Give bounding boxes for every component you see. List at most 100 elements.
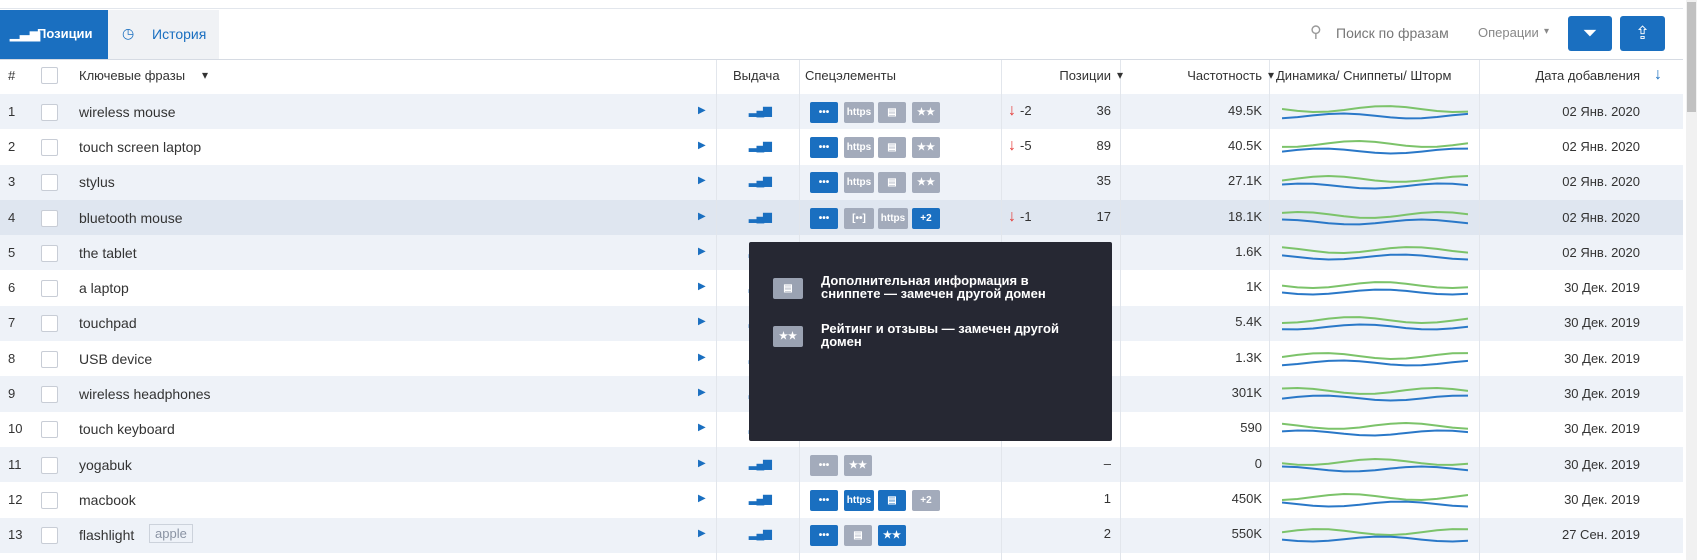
position: 2 [1103, 526, 1111, 542]
sparkline-line [1282, 351, 1468, 360]
checkbox[interactable] [41, 244, 58, 262]
special-badge: ••• [810, 136, 838, 158]
checkbox[interactable] [41, 421, 58, 439]
checkbox[interactable] [41, 491, 58, 509]
checkbox[interactable] [41, 103, 58, 121]
sparkline-line [1282, 288, 1468, 296]
frequency: 1.6K [1235, 243, 1262, 259]
sparkline [1282, 351, 1468, 367]
expand-arrow: ▶ [698, 528, 706, 540]
special-badge: ★★ [912, 101, 940, 123]
row-number: 1 [8, 103, 16, 119]
checkbox[interactable] [41, 350, 58, 368]
row-number: 6 [8, 280, 16, 296]
special-badge: ★★ [844, 454, 872, 476]
special-badge: ••• [810, 207, 838, 229]
checkbox[interactable] [41, 280, 58, 298]
column-header: Позиции [1059, 68, 1111, 83]
special-badge: [••] [844, 207, 874, 229]
tab[interactable]: ◷ История [108, 10, 219, 59]
sparkline [1282, 316, 1468, 331]
date-added: 02 Янв. 2020 [1562, 174, 1640, 190]
sparkline-line [1282, 457, 1468, 466]
serp-icon: ▂▄▆ [749, 139, 772, 152]
sparkline [1282, 528, 1468, 543]
special-badge: +2 [912, 207, 940, 229]
row-number: 7 [8, 315, 16, 331]
sparkline [1282, 492, 1468, 508]
sparkline-line [1282, 528, 1468, 537]
sort-caret: ▾ [202, 68, 209, 82]
date-added: 02 Янв. 2020 [1562, 244, 1640, 260]
sparkline [1282, 245, 1468, 261]
column-divider [1120, 60, 1121, 560]
sparkline [1282, 281, 1468, 296]
search-input[interactable]: Поиск по фразам [1336, 25, 1449, 41]
sparkline-line [1282, 429, 1468, 437]
sparkline [1282, 210, 1468, 225]
date-added: 02 Янв. 2020 [1562, 209, 1640, 225]
keyword-phrase: yogabuk [79, 456, 132, 473]
frequency: 5.4K [1235, 314, 1262, 330]
change-arrow: ↓ [1008, 207, 1016, 225]
date-added: 30 Дек. 2019 [1564, 386, 1640, 402]
date-added: 30 Дек. 2019 [1564, 280, 1640, 296]
export-button[interactable]: ⇪ [1620, 16, 1665, 51]
serp-icon: ▂▄▆ [749, 492, 772, 505]
tab-label: Позиции [37, 26, 93, 41]
scrollbar[interactable] [1686, 0, 1697, 560]
column-header: Дата добавления [1535, 68, 1641, 83]
checkbox[interactable] [41, 138, 58, 156]
position: – [1103, 455, 1111, 471]
dropdown-caret: ▾ [1544, 26, 1550, 37]
expand-arrow: ▶ [698, 210, 706, 222]
serp-icon: ▂▄▆ [749, 210, 772, 223]
sparkline-line [1282, 323, 1468, 331]
special-badge: ••• [810, 489, 838, 511]
special-badge: +2 [912, 489, 940, 511]
position-change: -1 [1020, 208, 1032, 224]
row-number: 10 [8, 421, 23, 437]
expand-arrow: ▶ [698, 492, 706, 504]
sparkline [1282, 387, 1468, 402]
row-number: 9 [8, 386, 16, 402]
date-added: 30 Дек. 2019 [1564, 421, 1640, 437]
date-added: 30 Дек. 2019 [1564, 315, 1640, 331]
special-badge: ••• [810, 454, 838, 476]
tooltip-text: Рейтинг и отзывы — замечен другой домен [821, 321, 1059, 349]
special-badge: ••• [810, 101, 838, 123]
operations-menu[interactable]: Операции [1478, 25, 1539, 40]
column-header: # [8, 68, 16, 83]
special-badge: ••• [810, 525, 838, 547]
row-number: 11 [8, 456, 22, 472]
tab-active[interactable]: ▁▃▅ Позиции [0, 10, 108, 59]
keyword-phrase: wireless headphones [79, 386, 211, 403]
keyword-phrase: bluetooth mouse [79, 209, 183, 226]
row-number: 13 [8, 527, 23, 543]
filter-button[interactable]: ⏷ [1568, 16, 1612, 51]
sparkline-line [1282, 316, 1468, 325]
serp-icon: ▂▄▆ [749, 528, 772, 541]
special-badge: https [844, 101, 874, 123]
checkbox[interactable] [41, 456, 58, 474]
checkbox[interactable] [41, 527, 58, 545]
frequency: 450K [1231, 490, 1262, 506]
keyword-phrase: USB device [79, 350, 153, 367]
checkbox[interactable] [41, 67, 58, 84]
checkbox[interactable] [41, 315, 58, 333]
row-number: 5 [8, 244, 16, 260]
frequency: 1K [1246, 279, 1262, 295]
expand-arrow: ▶ [698, 281, 706, 293]
row-number: 3 [8, 174, 16, 190]
checkbox[interactable] [41, 209, 58, 227]
position: 35 [1096, 173, 1111, 189]
tooltip-icon: ▤ [773, 278, 803, 299]
scroll-thumb [1687, 2, 1696, 112]
frequency: 301K [1231, 385, 1262, 401]
checkbox[interactable] [41, 386, 58, 404]
date-added: 02 Янв. 2020 [1562, 138, 1640, 154]
sparkline [1282, 175, 1468, 190]
checkbox[interactable] [41, 174, 58, 192]
sort-caret: ▾ [1117, 68, 1124, 82]
